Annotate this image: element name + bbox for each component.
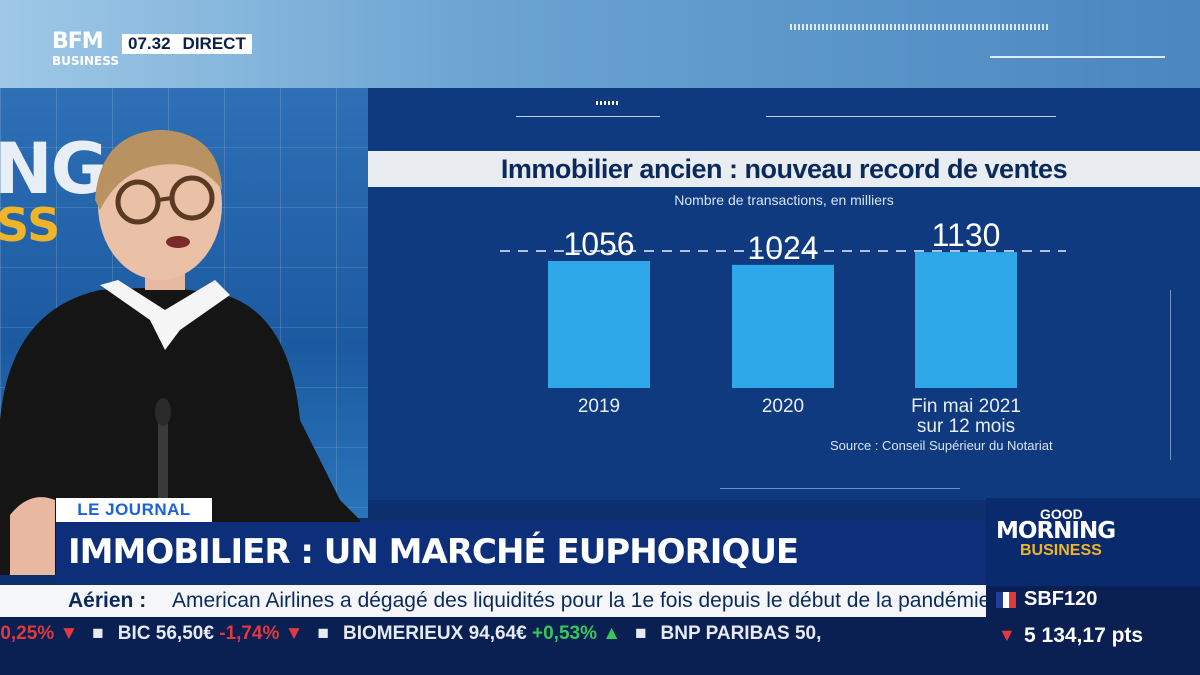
category-label-2-0: Fin mai 2021 [911,396,1021,417]
decor-line [990,56,1165,58]
index-value: 5 134,17 pts [1024,624,1144,647]
chart-source: Source : Conseil Supérieur du Notariat [830,438,1053,453]
ticker-price: 50, [794,623,822,644]
ticker-change: -1,74% ▼ [219,623,304,644]
channel-logo-line1: BFM [52,29,104,54]
decor-line [720,488,960,489]
show-logo-box [986,498,1200,586]
category-label-0-0: 2019 [578,396,620,417]
show-logo-line3: BUSINESS [1020,542,1102,559]
chart-title-bar [368,151,1200,187]
ticker-separator: ■ [92,623,104,644]
decor-dots [596,101,618,105]
ticker-price: 94,64€ [468,623,532,644]
ticker-separator: ■ [635,623,647,644]
ticker-separator: ■ [317,623,329,644]
bottom-bar [0,651,986,675]
channel-logo: BFM BUSINESS [52,29,119,78]
ticker-name: BIOMERIEUX [342,623,469,644]
news-label: Aérien : [68,589,147,612]
decor-dotted-line [790,24,1050,30]
value-label-0: 1056 [563,226,634,262]
live-label: DIRECT [182,34,246,53]
clock-time: 07.32 [128,34,171,53]
show-logo-line1: GOOD [1040,506,1083,522]
ticker-items: -0,25% ▼ ■ BIC 56,50€ -1,74% ▼ ■ BIOMERIEUX … [0,617,821,651]
down-arrow-icon: ▼ [998,625,1016,645]
market-index-box [986,586,1200,675]
section-tag: LE JOURNAL [56,498,212,522]
france-flag-icon [996,592,1017,608]
news-text: American Airlines a dégagé des liquidité… [172,589,997,612]
headline-banner [56,522,986,582]
headline-text: IMMOBILIER : UN MARCHÉ EUPHORIQUE [68,532,799,572]
ticker-name: BNP PARIBAS [660,623,795,644]
decor-line [766,116,1056,117]
decor-line [516,116,660,117]
ticker-price: 56,50€ [155,623,220,644]
value-label-2: 1130 [932,217,1001,253]
channel-logo-line2: BUSINESS [52,54,119,68]
live-time-box: 07.32 DIRECT [122,34,252,54]
studio-logo-sub: SS [0,198,61,252]
chart-subtitle: Nombre de transactions, en milliers [674,192,894,208]
studio-logo-text: NG [0,128,108,210]
bar-1 [732,264,834,388]
category-label-1-0: 2020 [762,396,804,417]
value-label-1: 1024 [747,230,818,266]
stock-ticker: -0,25% ▼ ■ BIC 56,50€ -1,74% ▼ ■ BIOMERIEUX … [0,617,986,651]
chart-title: Immobilier ancien : nouveau record de ve… [500,154,1068,184]
index-name: SBF120 [1024,588,1098,610]
ticker-change: -0,25% ▼ [0,623,79,644]
ticker-change: +0,53% ▲ [532,623,622,644]
decor-line [1170,290,1171,460]
news-strip [0,585,986,617]
ticker-name: BIC [117,623,156,644]
bar-0 [548,261,650,388]
show-logo-line2: MORNING [996,518,1116,544]
category-label-2-1: sur 12 mois [917,416,1015,437]
bar-2 [915,252,1017,388]
